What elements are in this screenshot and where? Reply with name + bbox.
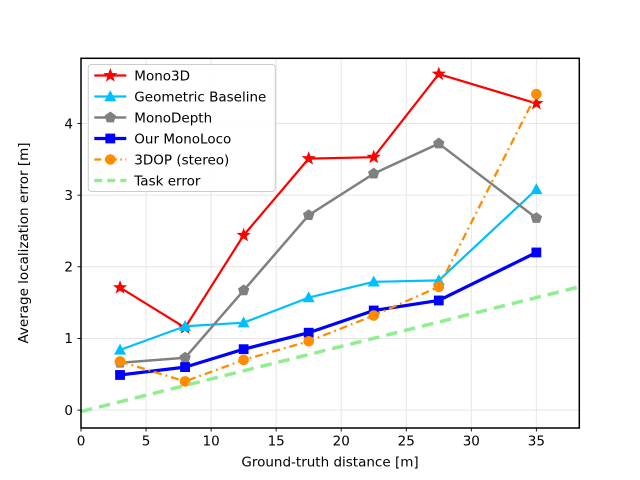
data-point-triangle — [104, 90, 117, 102]
task-error-line — [80, 285, 580, 414]
y-axis-label: Average localization error [m] — [16, 142, 32, 343]
x-tick-label: 30 — [463, 434, 480, 450]
data-point-pentagon — [530, 212, 543, 223]
data-point-pentagon — [104, 111, 117, 123]
data-point-star — [366, 149, 381, 164]
data-point-triangle — [302, 291, 315, 303]
data-point-star — [529, 95, 544, 110]
x-tick-label: 25 — [398, 434, 415, 450]
x-tick-label: 35 — [528, 434, 545, 450]
x-tick-label: 10 — [203, 434, 220, 450]
data-point-pentagon — [237, 284, 250, 296]
legend-label: Mono3D — [134, 68, 190, 84]
data-point-circle — [179, 376, 191, 387]
legend-label: MonoDepth — [134, 110, 212, 126]
tick-layer: 0 5 10 15 20 25 30 35 0 1 2 3 4 — [64, 116, 545, 449]
data-point-pentagon — [368, 167, 380, 179]
data-point-star — [301, 151, 316, 165]
data-point-circle — [114, 356, 126, 367]
data-point-star — [431, 66, 446, 81]
legend-item-task-error: Task error — [94, 173, 201, 189]
data-point-circle — [433, 281, 445, 293]
data-point-square — [105, 133, 116, 144]
data-point-triangle — [179, 319, 192, 331]
legend-label: Geometric Baseline — [134, 89, 266, 105]
x-tick-label: 15 — [268, 434, 285, 450]
legend-item-mono3d: Mono3D — [94, 68, 190, 84]
legend-label: Our MonoLoco — [134, 131, 231, 147]
x-tick-label: 5 — [142, 434, 151, 450]
data-point-square — [433, 295, 444, 306]
data-point-pentagon — [302, 209, 315, 221]
data-point-star — [236, 227, 251, 242]
y-tick-label: 2 — [64, 260, 73, 276]
data-point-circle — [531, 88, 542, 100]
data-point-square — [180, 362, 190, 372]
x-axis-label: Ground-truth distance [m] — [241, 455, 418, 471]
data-point-triangle — [114, 343, 127, 355]
data-point-square — [115, 370, 125, 380]
data-point-pentagon — [433, 137, 445, 149]
legend-item-geometric-baseline: Geometric Baseline — [94, 89, 266, 105]
data-point-circle — [303, 336, 314, 347]
legend-item-our-monoloco: Our MonoLoco — [94, 131, 231, 147]
legend-label: Task error — [133, 173, 201, 189]
data-point-circle — [105, 154, 116, 165]
y-tick-label: 4 — [64, 116, 73, 132]
data-point-circle — [238, 354, 249, 366]
y-tick-label: 0 — [64, 403, 73, 419]
legend-item-monodepth: MonoDepth — [94, 110, 212, 126]
data-point-square — [531, 247, 542, 258]
y-tick-label: 3 — [64, 188, 73, 204]
x-tick-label: 20 — [333, 434, 350, 450]
data-point-star — [112, 280, 128, 294]
legend-box — [87, 64, 276, 192]
legend: Mono3D Geometric Baseline MonoDepth Our Mon… — [87, 64, 276, 192]
data-point-triangle — [237, 316, 250, 328]
data-point-pentagon — [179, 351, 191, 363]
data-point-triangle — [530, 183, 543, 195]
data-point-triangle — [367, 275, 380, 287]
data-point-square — [303, 327, 314, 338]
data-point-star — [103, 68, 118, 82]
x-tick-label: 0 — [77, 434, 86, 450]
series-layer — [80, 66, 580, 414]
plot-border — [80, 57, 581, 429]
series-3dop-stereo- — [114, 88, 542, 387]
data-point-circle — [368, 310, 380, 321]
legend-label: 3DOP (stereo) — [134, 152, 229, 168]
legend-item-3dop-stereo-: 3DOP (stereo) — [94, 152, 229, 168]
data-point-square — [238, 344, 249, 355]
y-tick-label: 1 — [64, 331, 73, 347]
